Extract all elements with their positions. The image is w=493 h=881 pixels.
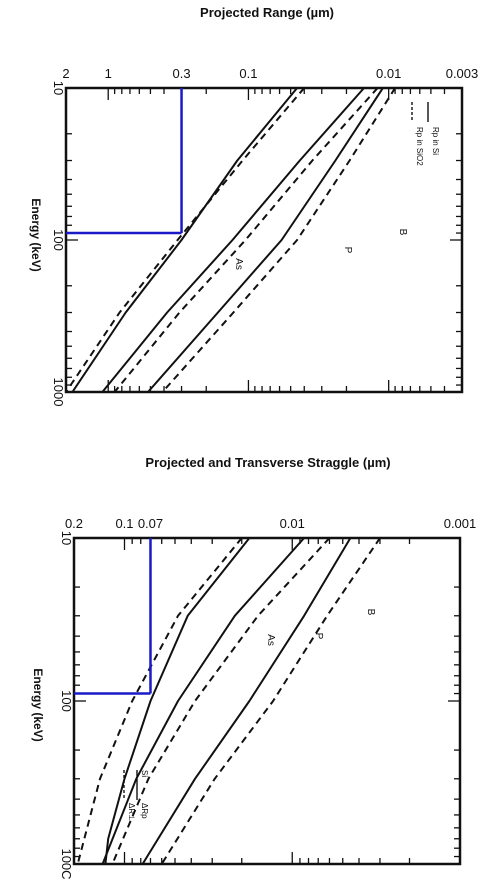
- range-plot-frame: [64, 86, 464, 394]
- y-tick-label: 0.3: [172, 66, 190, 81]
- series-as-dashed: [160, 537, 381, 865]
- y-tick-label: 0.01: [280, 516, 305, 531]
- straggle-guides: [74, 538, 152, 695]
- series-b-solid: [104, 537, 251, 865]
- range-curve-labels: B P As: [233, 229, 408, 270]
- y-tick-label: 0.003: [446, 66, 479, 81]
- y-tick-label: 0.1: [115, 516, 133, 531]
- series-as-dashed: [161, 87, 396, 393]
- range-y-axis-title: Projected Range (µm): [200, 5, 334, 20]
- curve-label-p: P: [313, 633, 324, 640]
- curve-label-as: As: [265, 634, 276, 646]
- straggle-x-tick-labels: 10 100 100C: [59, 531, 74, 880]
- straggle-legend: Si ΔRp ΔR⊥: [123, 770, 149, 821]
- series-as-solid: [141, 537, 352, 865]
- x-tick-label: 10: [59, 531, 74, 545]
- y-tick-label: 0.07: [138, 516, 163, 531]
- y-tick-label: 0.01: [376, 66, 401, 81]
- range-y-tick-labels: 0.003 0.01 0.1 0.3 1 2: [62, 66, 478, 81]
- range-chart: Projected Range (µm) Energy (keV) 0.0030…: [29, 5, 478, 406]
- straggle-chart: Projected and Transverse Straggle (µm) E…: [31, 455, 476, 880]
- x-tick-label: 100: [51, 229, 66, 251]
- straggle-curve-labels: B P As: [265, 609, 376, 646]
- range-legend: Rp in Si Rp in SiO2: [411, 102, 440, 166]
- y-tick-label: 2: [62, 66, 69, 81]
- straggle-legend-dashed-label: ΔR⊥: [127, 803, 136, 821]
- x-tick-label: 10: [51, 81, 66, 95]
- y-tick-label: 0.1: [239, 66, 257, 81]
- series-p-solid: [101, 87, 365, 393]
- y-tick-label: 1: [105, 66, 112, 81]
- curve-label-b: B: [365, 609, 376, 616]
- straggle-y-tick-labels: 0.001 0.01 0.07 0.1 0.2: [65, 516, 476, 531]
- straggle-x-axis-title: Energy (keV): [31, 668, 45, 741]
- series-p-solid: [101, 537, 305, 865]
- straggle-legend-title: Si: [140, 770, 149, 777]
- y-tick-label: 0.001: [444, 516, 477, 531]
- x-tick-label: 100: [59, 690, 74, 712]
- series-as-solid: [147, 87, 384, 393]
- y-tick-label: 0.2: [65, 516, 83, 531]
- x-tick-label: 100C: [59, 848, 74, 879]
- range-legend-solid-label: Rp in Si: [431, 127, 440, 155]
- series-b-dashed: [65, 87, 305, 393]
- series-b-dashed: [76, 537, 243, 865]
- x-tick-label: 1000: [51, 378, 66, 407]
- range-x-axis-title: Energy (keV): [29, 198, 43, 271]
- straggle-legend-solid-label: ΔRp: [140, 803, 149, 819]
- range-axis-ticks: [65, 87, 463, 392]
- curve-label-p: P: [342, 247, 353, 254]
- series-p-dashed: [113, 87, 379, 393]
- range-series: [65, 87, 396, 393]
- series-b-solid: [71, 87, 298, 393]
- curve-label-b: B: [397, 229, 408, 236]
- range-legend-dashed-label: Rp in SiO2: [415, 127, 424, 166]
- range-x-tick-labels: 10 100 1000: [51, 81, 66, 407]
- curve-label-as: As: [233, 258, 244, 270]
- straggle-y-axis-title: Projected and Transverse Straggle (µm): [145, 455, 390, 470]
- range-guides: [66, 88, 183, 235]
- straggle-series: [76, 537, 381, 865]
- straggle-axis-ticks: [73, 537, 461, 864]
